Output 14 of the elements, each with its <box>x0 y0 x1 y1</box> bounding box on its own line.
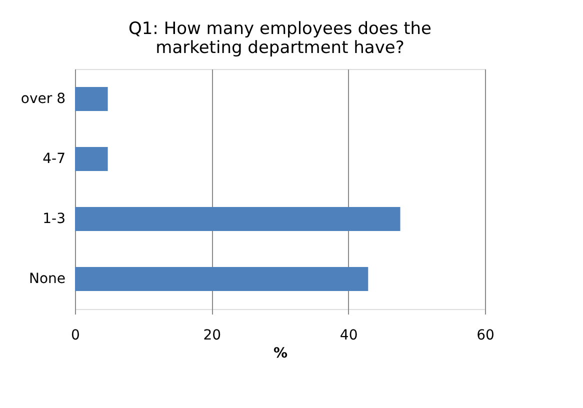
x-tick-label: 60 <box>476 328 494 344</box>
bar <box>75 207 400 231</box>
y-tick-label: 1-3 <box>42 211 66 227</box>
y-tick-label: 4-7 <box>42 151 66 167</box>
chart-title: Q1: How many employees does the marketing department have? <box>128 19 432 58</box>
bar <box>75 267 368 291</box>
bar <box>75 87 108 111</box>
x-tick-label: 0 <box>71 328 80 344</box>
x-axis-title: % <box>273 346 288 362</box>
x-tick-label: 40 <box>340 328 358 344</box>
bar <box>75 147 108 171</box>
x-tick-label: 20 <box>203 328 222 344</box>
y-tick-label: None <box>28 271 66 287</box>
y-tick-label: over 8 <box>20 91 66 107</box>
